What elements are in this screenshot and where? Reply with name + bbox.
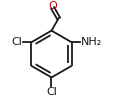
Text: Cl: Cl bbox=[46, 87, 56, 97]
Text: O: O bbox=[48, 1, 56, 11]
Text: Cl: Cl bbox=[12, 37, 22, 47]
Text: NH₂: NH₂ bbox=[80, 37, 101, 47]
